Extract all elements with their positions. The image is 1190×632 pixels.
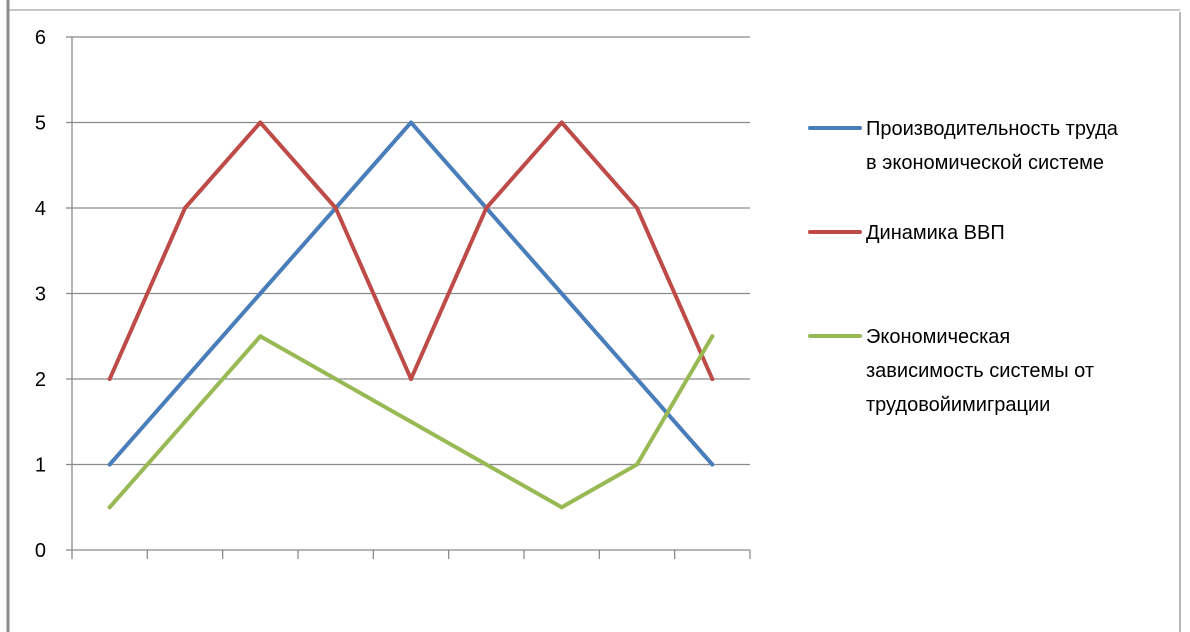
- y-tick-label: 0: [35, 540, 46, 562]
- y-tick-label: 2: [35, 369, 46, 391]
- legend-item-3: Экономическая зависимость системы от трудо…: [808, 326, 1094, 416]
- data-point: [107, 462, 112, 467]
- y-tick-label: 3: [35, 284, 46, 306]
- y-tick-label: 1: [35, 455, 46, 477]
- data-point: [333, 377, 338, 381]
- y-tick-label: 6: [35, 27, 46, 49]
- data-point: [635, 206, 639, 210]
- legend-item-1: Производительность труда в экономической …: [808, 118, 1119, 174]
- legend-label: зависимость системы от: [866, 360, 1094, 382]
- data-point: [635, 462, 639, 467]
- series-line-2: [107, 120, 715, 381]
- legend-label: Динамика ВВП: [866, 222, 1005, 244]
- data-point: [559, 291, 564, 296]
- legend-label: трудовойимиграции: [866, 394, 1050, 416]
- y-axis-tick-labels: 0 1 2 3 4 5 6: [35, 27, 46, 562]
- data-point: [333, 206, 338, 210]
- chart-border: [6, 0, 1181, 632]
- data-point: [107, 505, 112, 510]
- data-point: [183, 206, 187, 210]
- data-point: [107, 377, 112, 381]
- data-point: [409, 120, 413, 125]
- data-point: [258, 334, 263, 339]
- data-point: [258, 291, 263, 296]
- data-point: [258, 120, 263, 125]
- data-point: [559, 120, 564, 125]
- y-tick-label: 5: [35, 113, 46, 135]
- legend-label: Производительность труда: [866, 118, 1119, 140]
- legend-label: Экономическая: [866, 326, 1010, 348]
- data-point: [409, 377, 413, 381]
- data-point: [635, 377, 639, 381]
- legend: Производительность труда в экономической …: [808, 118, 1119, 416]
- data-point: [484, 206, 489, 210]
- axes: [66, 36, 751, 559]
- data-point: [183, 419, 187, 424]
- data-point: [710, 462, 715, 467]
- data-point: [710, 377, 715, 381]
- legend-item-2: Динамика ВВП: [808, 222, 1005, 244]
- data-point: [710, 334, 715, 339]
- y-tick-label: 4: [35, 198, 46, 220]
- data-point: [409, 419, 413, 424]
- series-lines: [107, 120, 715, 510]
- legend-label: в экономической системе: [866, 152, 1104, 174]
- gridlines: [72, 36, 750, 466]
- data-point: [484, 462, 489, 467]
- data-point: [559, 505, 564, 510]
- data-point: [183, 377, 187, 381]
